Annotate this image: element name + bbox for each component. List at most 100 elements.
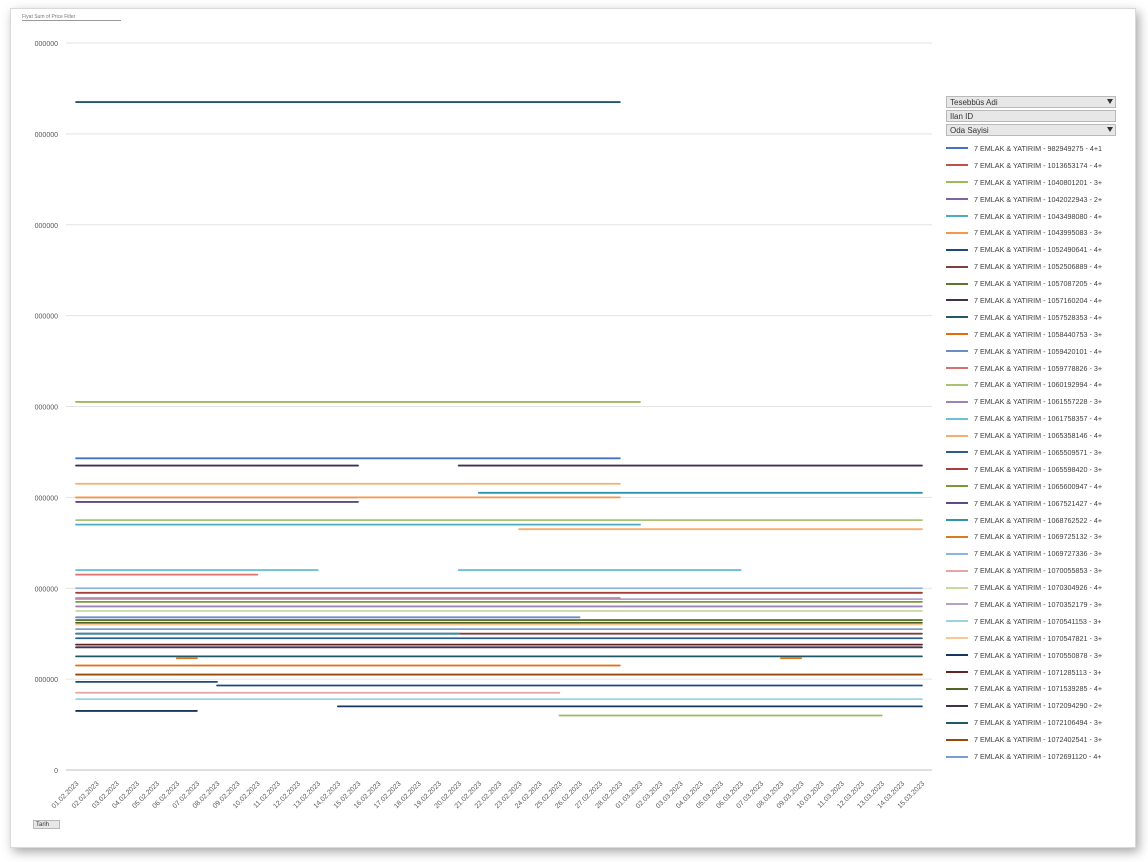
legend-swatch bbox=[946, 231, 968, 234]
legend-item[interactable]: 7 EMLAK & YATIRIM - 1059778826 - 3+ bbox=[946, 360, 1126, 377]
legend-swatch bbox=[946, 671, 968, 674]
legend-item[interactable]: 7 EMLAK & YATIRIM - 1070352179 - 3+ bbox=[946, 596, 1126, 613]
legend-label: 7 EMLAK & YATIRIM - 982949275 - 4+1 bbox=[974, 143, 1103, 153]
legend-item[interactable]: 7 EMLAK & YATIRIM - 1060192994 - 4+ bbox=[946, 376, 1126, 393]
legend-swatch bbox=[946, 282, 968, 285]
legend-label: 7 EMLAK & YATIRIM - 1072691120 - 4+ bbox=[974, 752, 1102, 761]
legend-label: 7 EMLAK & YATIRIM - 1070352179 - 3+ bbox=[974, 599, 1103, 609]
y-tick-label: 000000 bbox=[35, 223, 58, 230]
legend-label: 7 EMLAK & YATIRIM - 1052490641 - 4+ bbox=[974, 245, 1103, 255]
legend-swatch bbox=[946, 400, 968, 403]
chart-legend: 7 EMLAK & YATIRIM - 982949275 - 4+1 7 EML… bbox=[946, 140, 1126, 765]
legend-item[interactable]: 7 EMLAK & YATIRIM - 1013653174 - 4+ bbox=[946, 157, 1126, 174]
legend-swatch bbox=[946, 586, 968, 589]
legend-item[interactable]: 7 EMLAK & YATIRIM - 1052506889 - 4+ bbox=[946, 258, 1126, 275]
y-tick-label: 000000 bbox=[35, 41, 58, 48]
legend-swatch bbox=[946, 502, 968, 505]
legend-item[interactable]: 7 EMLAK & YATIRIM - 1070055853 - 3+ bbox=[946, 562, 1126, 579]
legend-label: 7 EMLAK & YATIRIM - 1070547821 - 3+ bbox=[974, 633, 1103, 643]
legend-item[interactable]: 7 EMLAK & YATIRIM - 1057528353 - 4+ bbox=[946, 309, 1126, 326]
oda-filter-label: Oda Sayisi bbox=[950, 126, 989, 135]
legend-label: 7 EMLAK & YATIRIM - 1040801201 - 3+ bbox=[974, 177, 1103, 187]
legend-item[interactable]: 7 EMLAK & YATIRIM - 1072094290 - 2+ bbox=[946, 697, 1126, 714]
legend-item[interactable]: 7 EMLAK & YATIRIM - 1065358146 - 4+ bbox=[946, 427, 1126, 444]
legend-item[interactable]: 7 EMLAK & YATIRIM - 1067521427 - 4+ bbox=[946, 495, 1126, 512]
legend-item[interactable]: 7 EMLAK & YATIRIM - 1072402541 - 3+ bbox=[946, 731, 1126, 748]
ilan-field-button[interactable]: Ilan ID bbox=[946, 110, 1116, 122]
legend-swatch bbox=[946, 552, 968, 555]
legend-item[interactable]: 7 EMLAK & YATIRIM - 1069727336 - 3+ bbox=[946, 545, 1126, 562]
legend-label: 7 EMLAK & YATIRIM - 1072402541 - 3+ bbox=[974, 735, 1103, 745]
legend-swatch bbox=[946, 704, 968, 707]
date-axis-filter-label: Tarih bbox=[36, 822, 50, 828]
legend-swatch bbox=[946, 569, 968, 572]
legend-item[interactable]: 7 EMLAK & YATIRIM - 1061758357 - 4+ bbox=[946, 410, 1126, 427]
legend-item[interactable]: 7 EMLAK & YATIRIM - 1072691120 - 4+ bbox=[946, 748, 1126, 765]
y-tick-label: 000000 bbox=[35, 586, 58, 593]
legend-label: 7 EMLAK & YATIRIM - 1065600947 - 4+ bbox=[974, 481, 1103, 491]
legend-label: 7 EMLAK & YATIRIM - 1071285113 - 3+ bbox=[974, 667, 1102, 677]
legend-item[interactable]: 7 EMLAK & YATIRIM - 1070541153 - 3+ bbox=[946, 613, 1126, 630]
legend-label: 7 EMLAK & YATIRIM - 1070304926 - 4+ bbox=[974, 583, 1103, 593]
legend-item[interactable]: 7 EMLAK & YATIRIM - 1068762522 - 4+ bbox=[946, 512, 1126, 529]
legend-item[interactable]: 7 EMLAK & YATIRIM - 1071539285 - 4+ bbox=[946, 681, 1126, 698]
legend-label: 7 EMLAK & YATIRIM - 1071539285 - 4+ bbox=[974, 684, 1103, 694]
tesebbus-filter-label: Tesebbüs Adi bbox=[950, 98, 998, 107]
legend-label: 7 EMLAK & YATIRIM - 1069725132 - 3+ bbox=[974, 532, 1103, 542]
legend-label: 7 EMLAK & YATIRIM - 1065509571 - 3+ bbox=[974, 447, 1103, 457]
legend-label: 7 EMLAK & YATIRIM - 1057528353 - 4+ bbox=[974, 312, 1103, 322]
legend-swatch bbox=[946, 468, 968, 471]
chevron-down-icon bbox=[1107, 127, 1113, 132]
legend-swatch bbox=[946, 519, 968, 522]
legend-item[interactable]: 7 EMLAK & YATIRIM - 1057160204 - 4+ bbox=[946, 292, 1126, 309]
legend-item[interactable]: 7 EMLAK & YATIRIM - 1071285113 - 3+ bbox=[946, 664, 1126, 681]
legend-swatch bbox=[946, 654, 968, 657]
y-tick-label: 000000 bbox=[35, 495, 58, 502]
legend-item[interactable]: 7 EMLAK & YATIRIM - 1040801201 - 3+ bbox=[946, 174, 1126, 191]
legend-item[interactable]: 7 EMLAK & YATIRIM - 1065598420 - 3+ bbox=[946, 461, 1126, 478]
legend-label: 7 EMLAK & YATIRIM - 1065358146 - 4+ bbox=[974, 431, 1103, 441]
legend-swatch bbox=[946, 350, 968, 353]
legend-item[interactable]: 7 EMLAK & YATIRIM - 1042022943 - 2+ bbox=[946, 191, 1126, 208]
legend-label: 7 EMLAK & YATIRIM - 1043995083 - 3+ bbox=[974, 228, 1103, 238]
legend-swatch bbox=[946, 535, 968, 538]
gridlines bbox=[66, 42, 932, 771]
y-tick-label: 000000 bbox=[35, 677, 58, 684]
legend-label: 7 EMLAK & YATIRIM - 1069727336 - 3+ bbox=[974, 549, 1103, 559]
legend-item[interactable]: 7 EMLAK & YATIRIM - 982949275 - 4+1 bbox=[946, 140, 1126, 157]
date-axis-filter-button[interactable]: Tarih bbox=[33, 820, 60, 829]
legend-swatch bbox=[946, 198, 968, 201]
legend-swatch bbox=[946, 603, 968, 606]
legend-swatch bbox=[946, 485, 968, 488]
legend-swatch bbox=[946, 164, 968, 167]
legend-swatch bbox=[946, 367, 968, 370]
legend-label: 7 EMLAK & YATIRIM - 1058440753 - 3+ bbox=[974, 329, 1103, 339]
legend-label: 7 EMLAK & YATIRIM - 1057160204 - 4+ bbox=[974, 295, 1103, 305]
legend-item[interactable]: 7 EMLAK & YATIRIM - 1059420101 - 4+ bbox=[946, 343, 1126, 360]
legend-swatch bbox=[946, 333, 968, 336]
legend-item[interactable]: 7 EMLAK & YATIRIM - 1072106494 - 3+ bbox=[946, 714, 1126, 731]
legend-item[interactable]: 7 EMLAK & YATIRIM - 1057087205 - 4+ bbox=[946, 275, 1126, 292]
legend-item[interactable]: 7 EMLAK & YATIRIM - 1043498080 - 4+ bbox=[946, 208, 1126, 225]
legend-item[interactable]: 7 EMLAK & YATIRIM - 1069725132 - 3+ bbox=[946, 528, 1126, 545]
legend-item[interactable]: 7 EMLAK & YATIRIM - 1061557228 - 3+ bbox=[946, 393, 1126, 410]
tesebbus-filter-button[interactable]: Tesebbüs Adi bbox=[946, 96, 1116, 108]
legend-label: 7 EMLAK & YATIRIM - 1070550878 - 3+ bbox=[974, 650, 1103, 660]
legend-item[interactable]: 7 EMLAK & YATIRIM - 1070304926 - 4+ bbox=[946, 579, 1126, 596]
legend-swatch bbox=[946, 316, 968, 319]
legend-item[interactable]: 7 EMLAK & YATIRIM - 1052490641 - 4+ bbox=[946, 241, 1126, 258]
legend-swatch bbox=[946, 687, 968, 690]
legend-label: 7 EMLAK & YATIRIM - 1072106494 - 3+ bbox=[974, 718, 1103, 728]
legend-swatch bbox=[946, 620, 968, 623]
legend-item[interactable]: 7 EMLAK & YATIRIM - 1070550878 - 3+ bbox=[946, 647, 1126, 664]
legend-item[interactable]: 7 EMLAK & YATIRIM - 1058440753 - 3+ bbox=[946, 326, 1126, 343]
chevron-down-icon bbox=[1107, 99, 1113, 104]
legend-item[interactable]: 7 EMLAK & YATIRIM - 1070547821 - 3+ bbox=[946, 630, 1126, 647]
legend-item[interactable]: 7 EMLAK & YATIRIM - 1043995083 - 3+ bbox=[946, 224, 1126, 241]
oda-filter-button[interactable]: Oda Sayisi bbox=[946, 124, 1116, 136]
legend-label: 7 EMLAK & YATIRIM - 1060192994 - 4+ bbox=[974, 380, 1103, 390]
legend-swatch bbox=[946, 755, 968, 758]
legend-item[interactable]: 7 EMLAK & YATIRIM - 1065509571 - 3+ bbox=[946, 444, 1126, 461]
chart-title-field[interactable]: Fiyat Sum of Price Filter bbox=[22, 14, 121, 21]
legend-item[interactable]: 7 EMLAK & YATIRIM - 1065600947 - 4+ bbox=[946, 478, 1126, 495]
